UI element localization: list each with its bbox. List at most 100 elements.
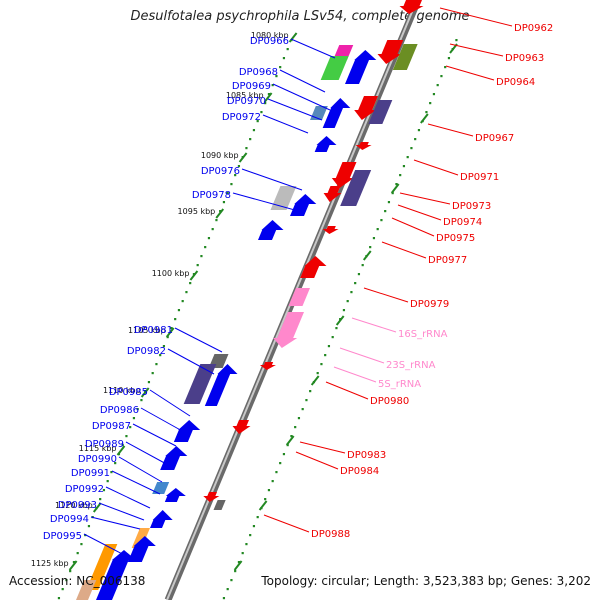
track-dot	[324, 354, 327, 357]
position-tick	[233, 560, 243, 571]
track-dot	[204, 246, 207, 249]
gene-dp0964	[392, 44, 418, 70]
track-dot	[436, 84, 439, 87]
track-dot	[432, 93, 436, 96]
gene-label-dp0968: DP0968	[239, 67, 278, 78]
position-tick	[189, 270, 199, 281]
track-dot	[237, 165, 241, 168]
leader-dp0986	[140, 407, 185, 433]
gene-dp0989	[152, 482, 170, 494]
track-dot	[350, 291, 353, 294]
track-dot	[237, 561, 241, 564]
gene-label-dp0995: DP0995	[43, 531, 82, 542]
position-tick-label: 1110 kbp	[103, 386, 141, 395]
leader-dp0978	[232, 192, 303, 213]
gene-dp0987	[160, 446, 188, 470]
track-dot	[406, 156, 409, 159]
track-dot	[357, 273, 361, 276]
track-dot	[376, 228, 379, 231]
leader-dp0995	[83, 533, 131, 559]
track-dot	[290, 435, 293, 438]
track-dot	[234, 174, 237, 177]
gene-label-dp0967: DP0967	[475, 133, 514, 144]
position-tick	[165, 327, 175, 338]
gene-label-dp0973: DP0973	[452, 201, 491, 212]
track-dot	[80, 543, 83, 546]
gene-label-dp0993: DP0993	[58, 500, 97, 511]
position-tick-label: 1115 kbp	[79, 444, 117, 453]
track-dot	[211, 228, 214, 231]
gene-label-dp0986: DP0986	[100, 405, 139, 416]
track-dot	[267, 93, 271, 96]
track-dot	[181, 300, 184, 303]
track-dot	[425, 111, 428, 114]
gene-label-dp0976: DP0976	[201, 166, 240, 177]
track-dot	[245, 147, 248, 150]
position-tick-label: 1105 kbp	[128, 326, 166, 335]
leader-dp0975	[391, 217, 435, 237]
gene-label-dp0988: DP0988	[311, 529, 350, 540]
gene-label-dp0977: DP0977	[428, 255, 467, 266]
track-dot	[136, 408, 139, 411]
track-dot	[245, 543, 248, 546]
gene-dp0993	[131, 528, 150, 548]
label-leaders	[83, 7, 513, 559]
track-dot	[260, 111, 263, 114]
track-dot	[402, 165, 406, 168]
gene-dp0994	[127, 536, 156, 562]
track-dot	[301, 408, 304, 411]
gene-label-dp0994: DP0994	[50, 514, 89, 525]
gene-label-dp0980: DP0980	[370, 396, 409, 407]
gene-dp0968	[345, 50, 377, 84]
track-dot	[230, 579, 233, 582]
track-dot	[219, 210, 222, 213]
gene-label-dp0964: DP0964	[496, 77, 535, 88]
gene-label-dp0979: DP0979	[410, 299, 449, 310]
gene-dp0973	[340, 170, 372, 206]
gene-dp0985	[173, 420, 201, 442]
track-dot	[252, 129, 256, 132]
track-dot	[267, 489, 271, 492]
leader-dp0993	[98, 502, 145, 521]
position-tick	[116, 445, 126, 456]
track-dot	[170, 327, 173, 330]
position-tick	[335, 315, 345, 326]
gene-label-dp0963: DP0963	[505, 53, 544, 64]
track-dot	[177, 309, 181, 312]
track-dot	[57, 597, 61, 600]
position-tick-label: 1125 kbp	[31, 559, 69, 568]
track-dot	[271, 480, 274, 483]
track-dot	[147, 381, 151, 384]
gene-label-dp0981: DP0981	[134, 325, 173, 336]
gene-dp0978b	[258, 220, 284, 240]
track-dot	[275, 75, 278, 78]
track-dot	[447, 57, 451, 60]
leader-dp0984	[295, 451, 339, 470]
track-dot	[410, 147, 413, 150]
gene-dp0978	[290, 194, 317, 216]
track-dot	[241, 552, 244, 555]
track-dot	[331, 336, 334, 339]
track-dot	[384, 210, 387, 213]
track-dot	[256, 120, 259, 123]
position-tick	[68, 560, 78, 571]
gene-label-dp0992: DP0992	[65, 484, 104, 495]
track-dot	[335, 327, 338, 330]
track-dot	[234, 570, 237, 573]
track-dot	[230, 183, 233, 186]
gene-label-dp0982: DP0982	[127, 346, 166, 357]
track-dot	[87, 525, 91, 528]
leader-dp0964	[445, 65, 495, 81]
track-dot	[174, 318, 177, 321]
track-dot	[309, 390, 312, 393]
leader-dp0980	[325, 381, 369, 400]
track-dot	[110, 471, 113, 474]
leader-dp0963	[449, 43, 504, 57]
gene-dp0990	[164, 488, 186, 502]
gene-label-dp0983: DP0983	[347, 450, 386, 461]
gene-dp0971	[331, 162, 357, 188]
position-tick-label: 1085 kbp	[226, 91, 264, 100]
track-dot	[361, 264, 364, 267]
track-dot	[129, 426, 132, 429]
